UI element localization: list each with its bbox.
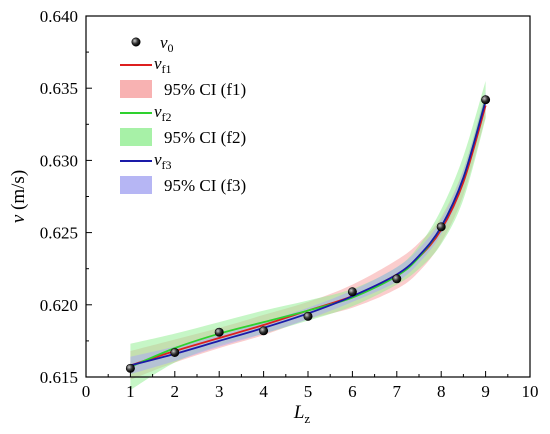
x-tick-label: 10 [522, 382, 539, 401]
x-tick-label: 2 [171, 382, 180, 401]
y-tick-label: 0.630 [40, 151, 78, 170]
x-tick-label: 8 [437, 382, 446, 401]
y-tick-label: 0.625 [40, 224, 78, 243]
data-point [259, 326, 269, 336]
x-tick-label: 3 [215, 382, 224, 401]
data-point [481, 95, 491, 105]
x-tick-label: 6 [348, 382, 357, 401]
x-axis-title: Lz [293, 402, 311, 426]
legend-swatch-ci [120, 128, 152, 146]
data-point [214, 327, 224, 337]
x-tick-label: 4 [259, 382, 268, 401]
data-point [392, 274, 402, 284]
data-point [303, 311, 313, 321]
x-tick-label: 7 [393, 382, 402, 401]
x-axis: 0 1 2 3 4 5 6 7 8 9 10 [82, 371, 539, 401]
legend-label-f2: vf2 [154, 102, 172, 124]
data-point [347, 287, 357, 297]
data-point [170, 347, 180, 357]
legend-swatch-ci [120, 80, 152, 98]
y-axis: 0.615 0.620 0.625 0.630 0.635 0.640 [40, 7, 92, 387]
legend-label-ci: 95% CI (f2) [164, 128, 246, 147]
legend-swatch-ci [120, 176, 152, 194]
y-tick-label: 0.640 [40, 7, 78, 26]
legend-label-v0: v0 [160, 33, 174, 55]
data-points [125, 95, 491, 373]
legend-point-symbol [131, 37, 141, 47]
legend-label-f1: vf1 [154, 54, 172, 76]
x-tick-label: 9 [481, 382, 490, 401]
legend-label-ci: 95% CI (f3) [164, 176, 246, 195]
x-tick-label: 1 [126, 382, 135, 401]
legend-label-f3: vf3 [154, 150, 172, 172]
legend-label-ci: 95% CI (f1) [164, 80, 246, 99]
x-tick-label: 0 [82, 382, 91, 401]
x-tick-label: 5 [304, 382, 313, 401]
y-tick-label: 0.615 [40, 368, 78, 387]
y-tick-label: 0.635 [40, 79, 78, 98]
y-tick-label: 0.620 [40, 296, 78, 315]
data-point [436, 222, 446, 232]
y-axis-title: v (m/s) [8, 170, 29, 223]
